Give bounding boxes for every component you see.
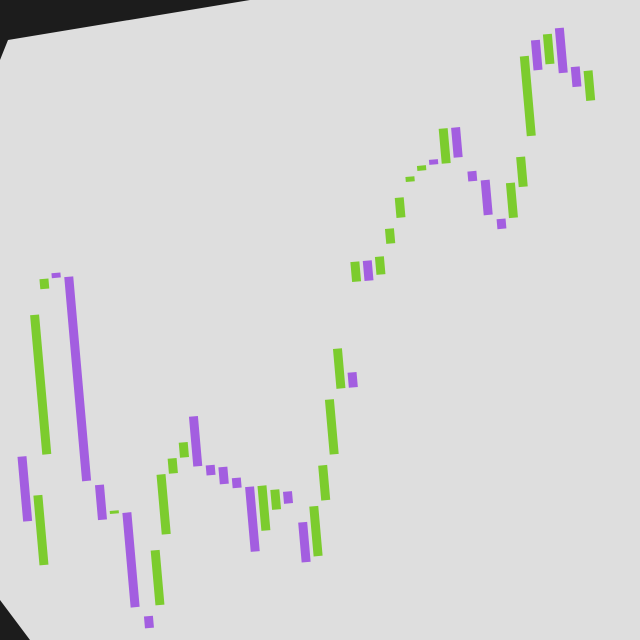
candle-body bbox=[270, 489, 282, 510]
candle-body bbox=[39, 278, 50, 290]
candle-body bbox=[109, 510, 119, 515]
candle-body bbox=[178, 441, 189, 458]
candle-body bbox=[416, 165, 427, 171]
candle-body bbox=[480, 179, 493, 216]
candle-body bbox=[583, 70, 596, 101]
candle-body bbox=[467, 170, 478, 182]
candle-body bbox=[384, 228, 396, 244]
candle-body bbox=[122, 512, 140, 608]
candle-body bbox=[188, 416, 203, 467]
candle-body bbox=[167, 458, 178, 474]
candle-body bbox=[64, 276, 92, 482]
candle-body bbox=[530, 39, 543, 71]
candle-body bbox=[282, 491, 294, 504]
candle-body bbox=[17, 456, 33, 522]
candle-body bbox=[516, 156, 528, 188]
candle-body bbox=[156, 474, 171, 535]
candle-body bbox=[519, 55, 536, 137]
candle-body bbox=[542, 33, 555, 65]
candle-body bbox=[309, 505, 323, 557]
candle-body bbox=[245, 486, 260, 552]
candle-body bbox=[405, 176, 415, 182]
candle-body bbox=[347, 372, 358, 388]
candle-body bbox=[150, 549, 165, 606]
candle-body bbox=[570, 66, 582, 88]
candle-body bbox=[428, 159, 439, 165]
candle-body bbox=[332, 348, 346, 389]
candle-body bbox=[438, 128, 451, 164]
candle-body bbox=[33, 494, 49, 566]
candle-body bbox=[205, 464, 216, 476]
candle-body bbox=[218, 466, 229, 485]
candle-body bbox=[451, 127, 463, 158]
candle-body bbox=[505, 182, 518, 219]
candle-body bbox=[298, 521, 311, 563]
candle-body bbox=[30, 314, 52, 455]
candle-body bbox=[394, 197, 406, 218]
candle-body bbox=[496, 218, 507, 230]
candle-body bbox=[362, 260, 374, 281]
candle-body bbox=[374, 256, 386, 275]
candle-body bbox=[143, 615, 154, 629]
candle-body bbox=[257, 485, 271, 531]
candle-body bbox=[94, 484, 107, 521]
candle-body bbox=[350, 261, 362, 283]
candle-body bbox=[318, 464, 331, 501]
candle-body bbox=[51, 272, 61, 279]
plot-area bbox=[17, 27, 596, 629]
candle-body bbox=[231, 477, 242, 489]
candle-body bbox=[324, 399, 339, 455]
candle-body bbox=[554, 27, 568, 74]
